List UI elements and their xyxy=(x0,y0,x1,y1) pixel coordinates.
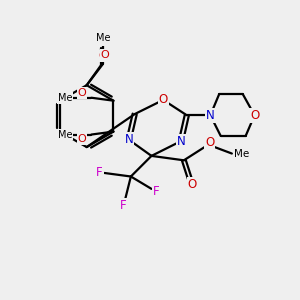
Text: Me: Me xyxy=(58,130,72,140)
Text: Me: Me xyxy=(58,93,72,103)
Text: O: O xyxy=(98,51,107,62)
Text: O: O xyxy=(205,136,214,149)
Text: N: N xyxy=(176,135,185,148)
Text: F: F xyxy=(120,199,126,212)
Text: Me: Me xyxy=(94,35,109,45)
Text: O: O xyxy=(250,109,259,122)
Text: Me: Me xyxy=(96,33,110,43)
Text: N: N xyxy=(206,109,215,122)
Text: Me: Me xyxy=(234,148,249,158)
Text: O: O xyxy=(101,50,110,60)
Text: O: O xyxy=(78,88,86,98)
Text: F: F xyxy=(96,167,103,179)
Text: O: O xyxy=(159,93,168,106)
Text: F: F xyxy=(153,185,159,198)
Text: O: O xyxy=(188,178,197,191)
Text: O: O xyxy=(78,134,86,144)
Text: N: N xyxy=(124,133,133,146)
